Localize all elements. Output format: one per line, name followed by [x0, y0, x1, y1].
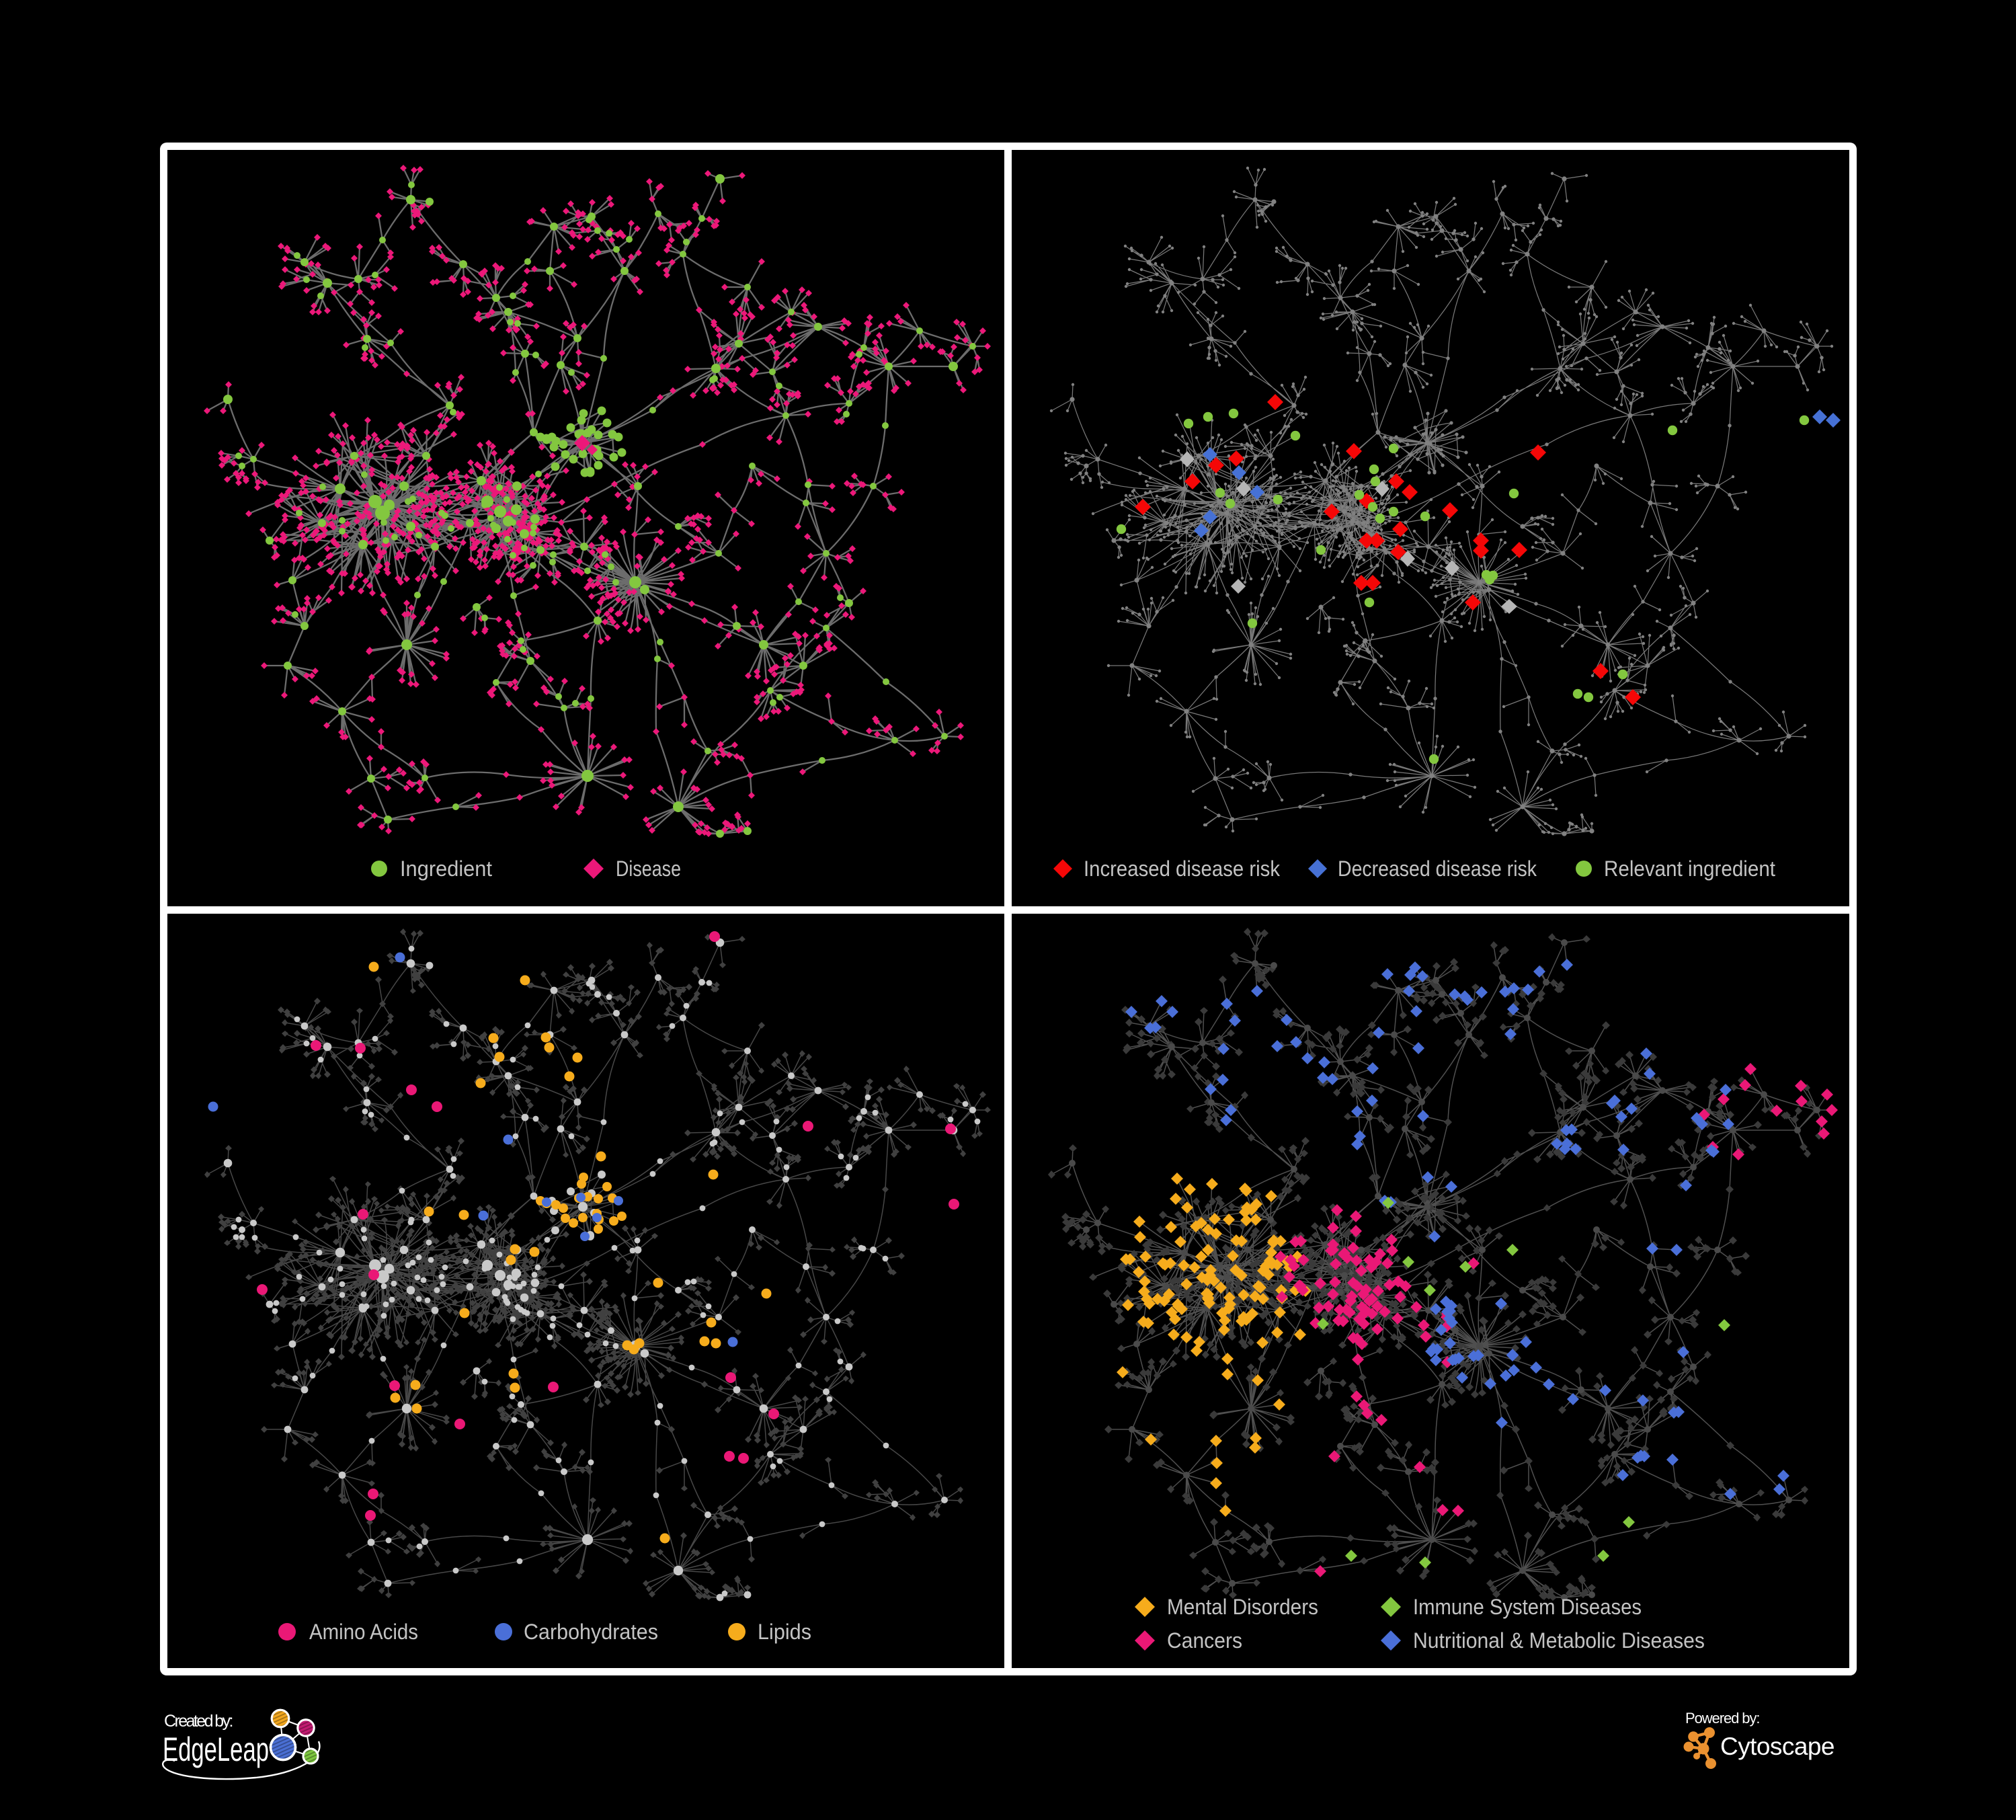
svg-text:Cytoscape: Cytoscape: [1720, 1733, 1835, 1760]
svg-text:Decreased disease risk: Decreased disease risk: [1338, 857, 1537, 881]
svg-text:Powered by:: Powered by:: [1685, 1710, 1761, 1727]
svg-text:Carbohydrates: Carbohydrates: [524, 1620, 658, 1644]
svg-text:Cancers: Cancers: [1167, 1628, 1242, 1653]
svg-text:Mental Disorders: Mental Disorders: [1167, 1595, 1318, 1619]
svg-text:Immune System Diseases: Immune System Diseases: [1413, 1595, 1642, 1619]
svg-text:Relevant ingredient: Relevant ingredient: [1604, 857, 1775, 881]
svg-text:EdgeLeap: EdgeLeap: [163, 1731, 269, 1768]
svg-text:Lipids: Lipids: [758, 1620, 811, 1644]
svg-text:Increased disease risk: Increased disease risk: [1084, 857, 1281, 881]
svg-text:Amino Acids: Amino Acids: [309, 1620, 418, 1644]
svg-text:Nutritional & Metabolic Diseas: Nutritional & Metabolic Diseases: [1413, 1628, 1705, 1653]
svg-text:Disease: Disease: [616, 857, 681, 881]
svg-text:Ingredient: Ingredient: [400, 857, 492, 881]
svg-text:Created by:: Created by:: [164, 1712, 234, 1731]
